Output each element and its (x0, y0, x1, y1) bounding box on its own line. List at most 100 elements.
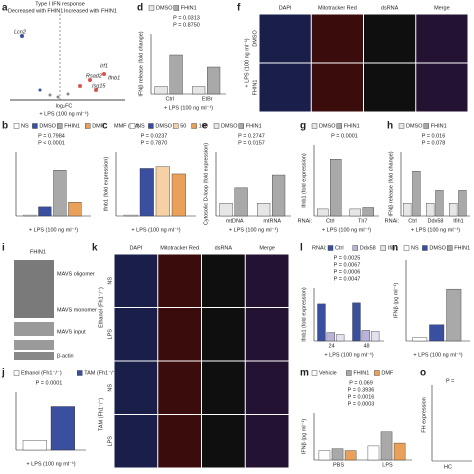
p-value: P = 0.0237 (141, 133, 168, 139)
legend-entry: Ddx58 (360, 245, 376, 251)
p-value: P = 0.016 (422, 133, 446, 139)
column-label: Mitotracker Red (318, 5, 357, 11)
bar (169, 54, 183, 95)
legend-entry: DMSO (406, 123, 423, 129)
y-axis-label: Cytosolic D-loop (fold expression) (203, 143, 209, 225)
column-label: dsRNA (381, 5, 399, 11)
bar (155, 166, 170, 217)
legend-entry: DMF (92, 123, 105, 129)
legend-title: RNAi: (312, 245, 327, 251)
x-axis-label: log₂FC (56, 103, 73, 109)
bar (458, 190, 467, 217)
legend-title: MMF (μM) (114, 123, 140, 129)
legend-entry: Ctrl (335, 245, 344, 251)
panel-letter: h (387, 121, 393, 132)
legend-entry: DMSO (319, 123, 336, 129)
category-label: Ctrl (326, 218, 335, 224)
bar (326, 332, 335, 342)
bar (207, 66, 221, 95)
bar (403, 202, 412, 217)
blot (14, 352, 54, 360)
gene-label: Isg15 (92, 83, 106, 89)
legend-swatch (311, 123, 318, 129)
legend-entry: FHIN1 (454, 245, 470, 251)
micrograph (114, 254, 158, 307)
x-axis-label: + LPS (100 ng ml⁻¹) (322, 227, 371, 233)
legend-entry: DMSO (156, 5, 173, 11)
category-label: Ifih1 (453, 218, 463, 224)
panel-letter: b (2, 121, 8, 132)
bar (219, 202, 233, 217)
column-label: Merge (434, 5, 450, 11)
row-label: DMSO (252, 30, 258, 47)
legend-swatch (84, 123, 91, 129)
panel-letter: e (202, 121, 208, 132)
gene-label: Ifnb1 (108, 75, 120, 81)
axis-prefix: RNAi: (385, 218, 400, 224)
bar (335, 334, 345, 342)
y-axis-label: Ifnb1 (fold expression) (301, 287, 307, 342)
category-label: Ctrl (408, 218, 417, 224)
legend-entry: DMSO (429, 245, 446, 251)
panel-letter: k (92, 243, 98, 254)
panel-letter: g (300, 121, 306, 132)
y-axis-label: IFNβ (pg ml⁻¹) (393, 283, 399, 319)
bar (330, 158, 342, 217)
category-label: 24 (328, 343, 334, 349)
micrograph (202, 254, 245, 307)
legend-swatch (327, 245, 334, 251)
micrograph (202, 308, 245, 361)
legend-swatch (403, 245, 410, 251)
gene-label: Irf1 (100, 63, 108, 69)
legend-entry: DMSO (221, 123, 238, 129)
category-label: Ctrl (165, 96, 174, 102)
legend-swatch (76, 370, 83, 376)
panel-letter: i (2, 243, 5, 254)
blot (14, 260, 54, 318)
column-label: Mitotracker Red (160, 245, 199, 251)
bar (412, 337, 428, 342)
category-label: 48 (363, 343, 369, 349)
micrograph (114, 308, 158, 361)
side-label: Decreased with FHIN1 (8, 8, 63, 14)
legend-entry: FHIN1 (64, 123, 80, 129)
row-label: LPS (107, 436, 113, 447)
p-value: P = 0.0003 (348, 401, 375, 407)
legend-entry: FHIN1 (353, 370, 369, 376)
panel-letter: f (237, 3, 241, 14)
micrograph (245, 254, 289, 307)
micrograph (311, 63, 363, 112)
category-label: PBS (333, 462, 344, 468)
bar (412, 170, 421, 217)
volcano-decor (10, 14, 125, 101)
legend-swatch (346, 370, 352, 376)
bar (53, 170, 67, 217)
category-label: Tlr7 (358, 218, 367, 224)
p-value: P = 0.8750 (173, 22, 200, 28)
legend-swatch (422, 245, 428, 251)
y-axis-label: IFNβ release (fold change) (388, 151, 394, 216)
x-axis-label: + LPS (100 ng ml⁻¹) (411, 227, 460, 233)
category-label: Ddx58 (428, 218, 444, 224)
legend-swatch (380, 245, 386, 251)
group-label: TAM (Fh1⁻/⁻) (98, 398, 104, 431)
point (66, 92, 70, 96)
p-value: P = 0.069 (349, 380, 373, 386)
legend-swatch (129, 123, 136, 129)
bar (171, 173, 186, 217)
legend-entry: NS (411, 245, 419, 251)
legend-entry: TAM (Fh1⁻/⁻) (84, 370, 117, 376)
micrograph (158, 308, 201, 361)
y-axis-label: FH expression (421, 397, 427, 432)
bar (446, 288, 462, 342)
p-value: P = 0.0001 (331, 133, 358, 139)
y-axis-label: Ifnb1 (fold expression) (301, 153, 307, 208)
legend-entry: FHIN1 (431, 123, 447, 129)
bar (192, 86, 206, 95)
bar (449, 202, 458, 217)
column-label: Merge (259, 245, 275, 251)
legend-swatch (32, 123, 38, 129)
panel-letter: a (2, 3, 8, 14)
p-value: P = 0.0025 (334, 255, 361, 261)
legend-swatch (148, 5, 155, 11)
